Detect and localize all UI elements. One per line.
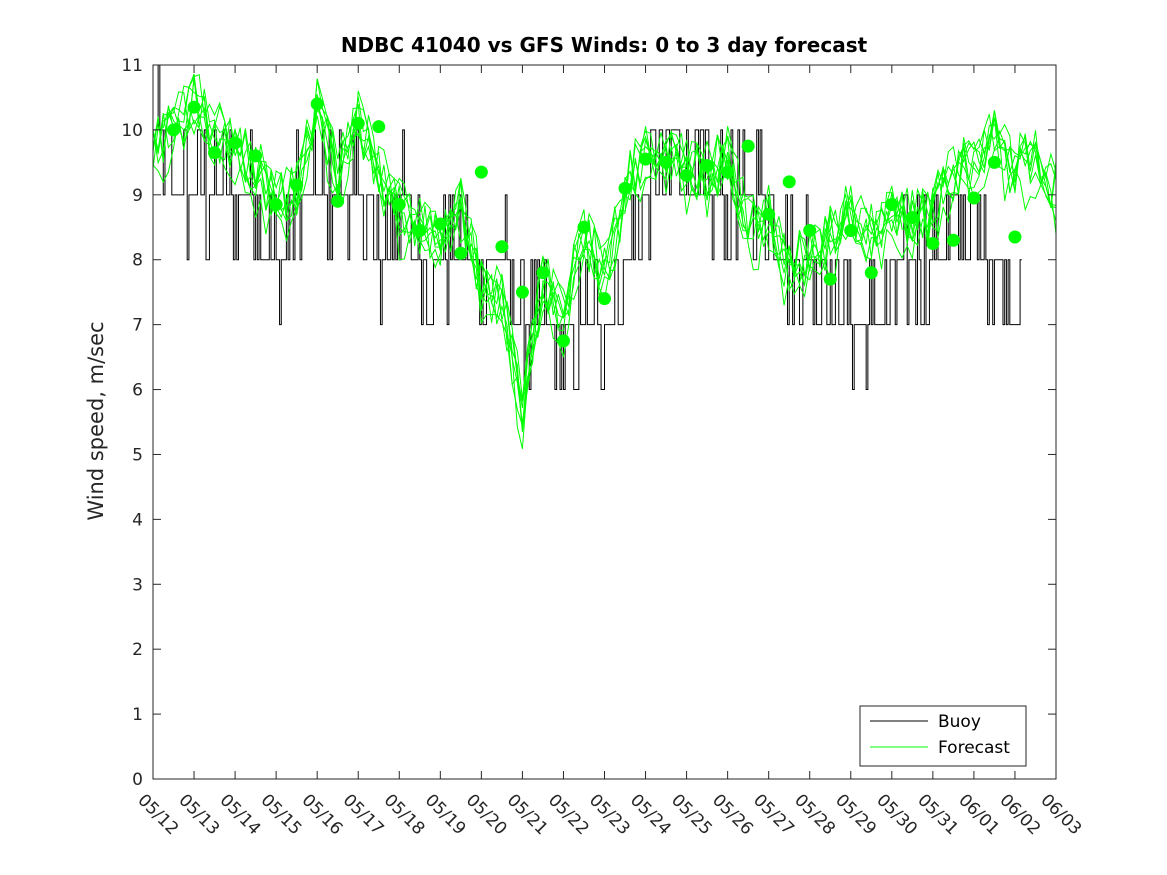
forecast-point <box>372 120 386 134</box>
x-tick-label: 05/14 <box>216 790 265 839</box>
x-tick-label: 05/21 <box>503 790 552 839</box>
y-tick-label: 0 <box>132 770 143 790</box>
x-tick-label: 05/13 <box>175 790 224 839</box>
x-tick-label: 05/26 <box>708 790 757 839</box>
forecast-point <box>680 168 694 182</box>
x-tick-label: 05/24 <box>626 790 675 839</box>
forecast-point <box>515 285 529 299</box>
y-axis-label: Wind speed, m/sec <box>84 321 108 520</box>
forecast-point <box>844 224 858 238</box>
x-tick-label: 05/30 <box>872 790 921 839</box>
forecast-point <box>967 191 981 205</box>
forecast-point <box>782 175 796 189</box>
x-tick-label: 05/20 <box>462 790 511 839</box>
forecast-point <box>290 178 304 192</box>
y-tick-label: 6 <box>132 381 143 401</box>
forecast-point <box>700 159 714 173</box>
forecast-point <box>864 266 878 280</box>
forecast-point <box>351 116 365 130</box>
forecast-point <box>413 224 427 238</box>
legend-buoy-label: Buoy <box>938 712 981 732</box>
y-tick-label: 11 <box>121 56 143 76</box>
forecast-point <box>392 198 406 212</box>
forecast-point <box>905 211 919 225</box>
forecast-point <box>187 100 201 114</box>
forecast-point <box>987 155 1001 169</box>
x-tick-label: 05/29 <box>831 790 880 839</box>
x-tick-label: 05/15 <box>257 790 306 839</box>
forecast-point <box>885 198 899 212</box>
plot-background <box>153 65 1056 779</box>
forecast-point <box>269 198 283 212</box>
forecast-point <box>946 233 960 247</box>
forecast-point <box>639 152 653 166</box>
x-tick-label: 06/01 <box>954 790 1003 839</box>
y-tick-label: 5 <box>132 445 143 465</box>
forecast-point <box>228 136 242 150</box>
forecast-point <box>208 146 222 160</box>
forecast-point <box>556 334 570 348</box>
forecast-point <box>926 237 940 250</box>
legend: Buoy Forecast <box>859 705 1027 767</box>
forecast-point <box>721 165 735 179</box>
x-tick-label: 05/16 <box>298 790 347 839</box>
y-tick-label: 7 <box>132 316 143 336</box>
forecast-point <box>1008 230 1022 244</box>
forecast-point <box>249 149 263 163</box>
forecast-point <box>167 123 181 137</box>
forecast-point <box>474 165 488 179</box>
x-tick-label: 05/27 <box>749 790 798 839</box>
legend-box <box>859 705 1027 767</box>
y-tick-label: 1 <box>132 705 143 725</box>
forecast-point <box>577 220 591 234</box>
y-tick-label: 2 <box>132 640 143 660</box>
x-tick-label: 05/12 <box>133 790 182 839</box>
x-tick-label: 05/17 <box>339 790 388 839</box>
x-tick-label: 06/02 <box>995 790 1044 839</box>
forecast-series-line-7 <box>152 74 1057 402</box>
forecast-series-line-6 <box>152 78 1057 426</box>
forecast-point <box>433 217 447 231</box>
forecast-point <box>495 240 509 254</box>
forecast-point <box>618 181 632 195</box>
forecast-point <box>762 207 776 221</box>
y-tick-label: 10 <box>121 121 143 141</box>
y-tick-label: 3 <box>132 575 143 595</box>
x-tick-label: 05/22 <box>544 790 593 839</box>
x-tick-label: 05/31 <box>913 790 962 839</box>
forecast-point <box>454 246 468 260</box>
x-tick-label: 05/25 <box>667 790 716 839</box>
forecast-point <box>803 224 817 238</box>
forecast-point <box>741 139 755 153</box>
y-tick-label: 4 <box>132 510 143 530</box>
x-tick-label: 05/18 <box>380 790 429 839</box>
forecast-point <box>823 272 837 286</box>
forecast-point <box>659 155 673 169</box>
forecast-point <box>331 194 345 208</box>
forecast-point <box>598 292 611 306</box>
forecast-point <box>536 266 550 280</box>
legend-forecast-label: Forecast <box>938 738 1010 758</box>
forecast-series-line-5 <box>152 75 1057 400</box>
x-tick-label: 06/03 <box>1036 790 1085 839</box>
y-tick-label: 9 <box>132 186 143 206</box>
y-tick-label: 8 <box>132 251 143 271</box>
x-tick-label: 05/23 <box>585 790 634 839</box>
forecast-point <box>310 97 324 111</box>
chart-title: NDBC 41040 vs GFS Winds: 0 to 3 day fore… <box>341 33 868 57</box>
x-tick-label: 05/19 <box>421 790 470 839</box>
x-tick-label: 05/28 <box>790 790 839 839</box>
